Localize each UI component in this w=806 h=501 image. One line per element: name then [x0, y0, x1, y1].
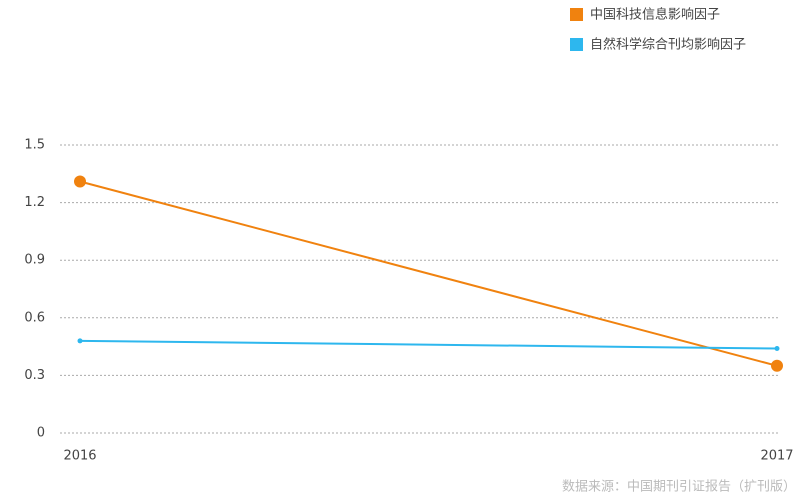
series-line [79, 180, 778, 367]
legend-swatch [570, 38, 583, 51]
legend-label: 自然科学综合刊均影响因子 [590, 37, 746, 53]
y-tick-label: 0.3 [24, 368, 45, 383]
series-line [79, 339, 778, 350]
y-tick-label: 0.6 [24, 310, 45, 325]
point [74, 175, 86, 188]
legend-swatch [570, 8, 583, 21]
y-tick-label: 1.5 [24, 138, 45, 153]
point [771, 359, 783, 372]
point [774, 346, 780, 352]
source-note: 数据来源：中国期刊引证报告（扩刊版） [562, 480, 796, 495]
y-tick-label: 0.9 [24, 253, 45, 268]
point [77, 338, 83, 344]
y-tick-label: 1.2 [24, 195, 45, 210]
y-tick-label: 0 [37, 426, 45, 441]
legend-label: 中国科技信息影响因子 [590, 7, 720, 23]
x-tick-label: 2017 [760, 449, 793, 464]
x-tick-label: 2016 [63, 449, 96, 464]
